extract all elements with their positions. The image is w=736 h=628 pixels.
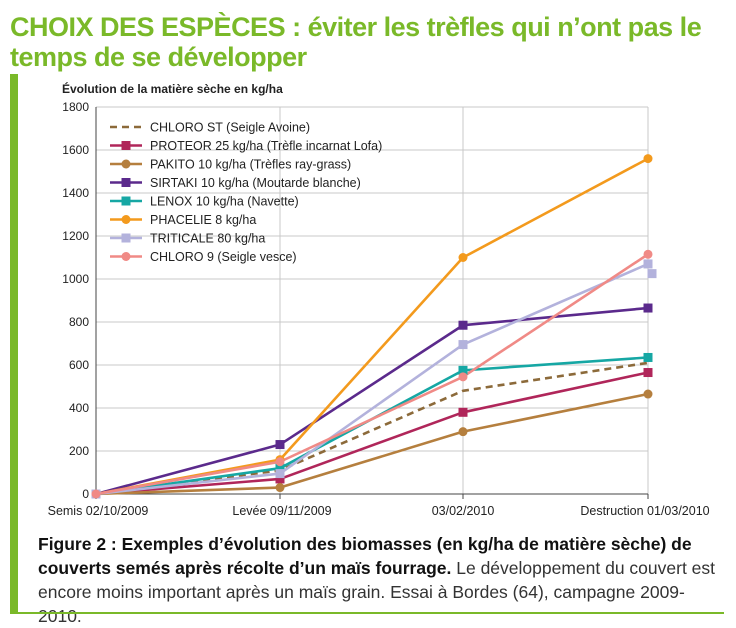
biomass-line-chart: 0 200 400 600 800 1000 1200 1400 1600 1800 Semis 0… [48,81,710,518]
legend-label: PHACELIE 8 kg/ha [150,213,256,227]
y-tick-label: 1400 [62,186,89,200]
legend-label: CHLORO 9 (Seigle vesce) [150,250,297,264]
series-line [95,361,649,496]
data-point-square [275,440,285,450]
legend-label: CHLORO ST (Seigle Avoine) [150,121,310,135]
y-tick-label: 0 [82,487,89,501]
data-point-square [275,463,285,473]
data-point-square [643,352,653,362]
y-tick-label: 800 [69,315,89,329]
data-point-circle [275,457,285,467]
legend-label: TRITICALE 80 kg/ha [150,232,265,246]
data-point-circle [643,249,653,259]
legend-label: SIRTAKI 10 kg/ha (Moutarde blanche) [150,176,361,190]
y-tick-label: 200 [69,444,89,458]
data-point-square [121,196,131,206]
data-point-circle [458,253,468,262]
y-tick-label: 1600 [62,143,89,157]
series-line [95,253,649,496]
series-line [95,356,649,496]
x-tick-label: 03/02/2010 [432,504,495,518]
data-point-square [647,269,657,279]
series-line [95,392,649,496]
y-tick-label: 1000 [62,272,89,286]
data-point-square [275,469,285,479]
data-point-square [121,141,131,150]
x-tick-label: Semis 02/10/2009 [48,504,149,518]
data-point-square [275,474,285,484]
data-point-square [458,407,468,417]
series-line [95,157,649,496]
legend-label: LENOX 10 kg/ha (Navette) [150,195,299,209]
data-point-circle [458,372,468,382]
headline: CHOIX DES ESPÈCES : éviter les trèfles q… [10,12,702,72]
figure-caption: Figure 2 : Exemples d’évolution des biom… [38,532,728,628]
bottom-rule [10,612,724,614]
series-line [95,262,649,496]
data-point-square [643,368,653,378]
data-point-circle [121,215,131,224]
data-point-circle [643,154,653,164]
x-tick-label: Levée 09/11/2009 [232,504,331,518]
data-point-square [458,340,468,350]
data-point-square [643,259,653,269]
data-point-circle [643,389,653,399]
green-side-bar [10,74,18,614]
data-point-circle [458,427,468,437]
y-tick-label: 1800 [62,100,89,114]
legend-label: PROTEOR 25 kg/ha (Trèfle incarnat Lofa) [150,139,382,153]
y-axis-title: Évolution de la matière sèche en kg/ha [62,81,283,96]
data-point-circle [91,489,101,499]
data-point-circle [121,159,131,169]
data-point-square [121,178,131,187]
data-point-square [458,365,468,375]
data-point-square [643,303,653,313]
y-tick-label: 600 [69,358,89,372]
data-point-square [121,233,131,243]
data-point-circle [121,252,131,261]
x-tick-label: Destruction 01/03/2010 [580,504,709,518]
series-line [95,371,649,496]
y-tick-label: 400 [69,401,89,415]
series-line [95,306,649,496]
legend-label: PAKITO 10 kg/ha (Trèfles ray-grass) [150,158,351,172]
caption-bold: Figure 2 : Exemples d’évolution des biom… [38,534,692,578]
data-point-square [458,320,468,330]
caption-rest: Le développement du couvert est encore m… [38,558,716,626]
y-tick-label: 1200 [62,229,89,243]
data-point-circle [275,483,285,493]
